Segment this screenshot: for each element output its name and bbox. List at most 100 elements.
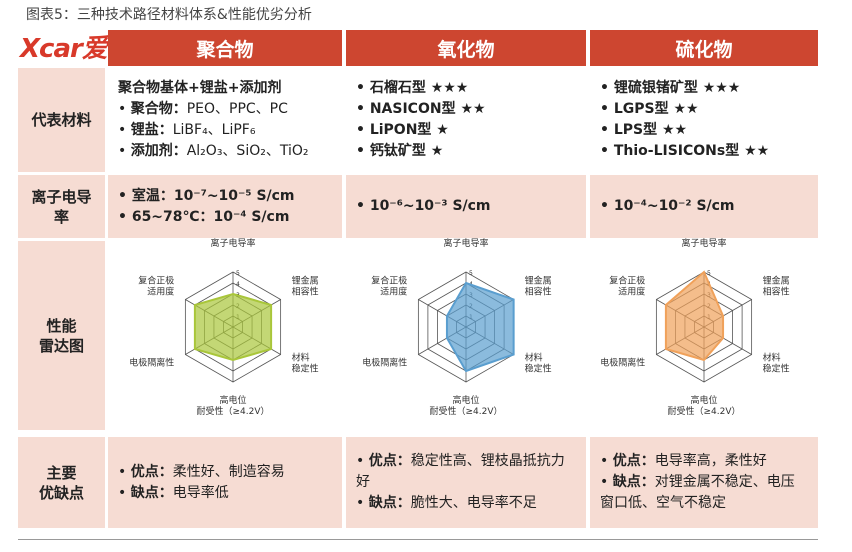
column-header-text: 硫化物 [675, 38, 733, 61]
item-text: 10⁻⁶~10⁻³ S/cm [369, 198, 491, 214]
item-key: 优点： [130, 463, 173, 480]
item-text: 柔性好、制造容易 [172, 463, 285, 480]
item-key: 锂盐： [130, 122, 173, 138]
item-text: 对锂金属不稳定、电压窗口低、空气不稳定 [600, 474, 795, 511]
radar-axis-label: 相容性 [525, 286, 552, 298]
radar-axis-label: 适用度 [618, 286, 645, 298]
item-text: 锂硫银锗矿型 ★★★ [613, 80, 741, 96]
item-key: 添加剂： [130, 143, 187, 159]
list-item: LPS型 ★★ [600, 120, 808, 141]
radar-axis-label: 相容性 [763, 286, 790, 298]
radar-axis-label: 材料 [763, 352, 781, 364]
item-key: 缺点： [368, 495, 411, 511]
radar-tick-label: 5 [707, 270, 711, 277]
item-text: 电导率高，柔性好 [654, 453, 767, 469]
radar-tick-label: 5 [469, 270, 473, 277]
radar-tick-label: 5 [236, 270, 240, 277]
radar-axis-label: 高电位 [452, 394, 479, 406]
radar-axis-label: 耐受性（≥4.2V） [667, 405, 740, 417]
item-key: 聚合物： [130, 101, 187, 117]
row-label-line: 主要 [46, 463, 77, 482]
radar-axis-label: 高电位 [690, 394, 717, 406]
radar-axis-label: 锂金属 [292, 275, 319, 287]
row-label-line: 性能 [46, 316, 77, 335]
item-text: Al₂O₃、SiO₂、TiO₂ [186, 143, 309, 159]
list-item: 优点：电导率高，柔性好 [600, 451, 808, 472]
radar-axis-label: 稳定性 [292, 363, 319, 375]
item-text: 稳定性高、锂枝晶抵抗力好 [356, 453, 565, 490]
row-label-line: 离子电导 [31, 187, 92, 206]
cell: 优点：柔性好、制造容易缺点：电导率低 [108, 437, 342, 528]
cell: 聚合物基体+锂盐+添加剂聚合物：PEO、PPC、PC锂盐：LiBF₄、LiPF₆… [108, 68, 342, 172]
item-text: 脆性大、电导率不足 [410, 495, 537, 511]
item-key: 优点： [612, 453, 655, 469]
item-text: LiPON型 ★ [369, 122, 449, 138]
item-key: 缺点： [612, 474, 655, 490]
column-header: 硫化物 [590, 30, 818, 66]
radar-axis-label: 电极隔离性 [362, 357, 407, 369]
radar-axis-label: 锂金属 [525, 275, 552, 287]
radar-axis-label: 耐受性（≥4.2V） [196, 405, 269, 417]
cell: 10⁻⁴~10⁻² S/cm [590, 175, 818, 238]
radar-axis-label: 材料 [525, 352, 543, 364]
list-item: 锂盐：LiBF₄、LiPF₆ [118, 120, 332, 141]
row-label-line: 代表材料 [31, 111, 92, 129]
radar-axis-label: 复合正极 [138, 275, 174, 287]
list-item: 添加剂：Al₂O₃、SiO₂、TiO₂ [118, 141, 332, 162]
rule [18, 539, 818, 540]
radar-axis-label: 稳定性 [525, 363, 552, 375]
radar-axis-label: 电极隔离性 [129, 357, 174, 369]
list-item: 65~78℃：10⁻⁴ S/cm [118, 207, 332, 228]
item-text: 65~78℃：10⁻⁴ S/cm [131, 208, 290, 225]
radar-axis-label: 相容性 [292, 286, 319, 298]
item-text: LiBF₄、LiPF₆ [172, 122, 256, 138]
item-text: 钙钛矿型 ★ [369, 143, 444, 159]
radar-axis-label: 复合正极 [371, 275, 407, 287]
list-item: 钙钛矿型 ★ [356, 141, 576, 162]
radar-area [445, 281, 515, 373]
cell: 室温：10⁻⁷~10⁻⁵ S/cm 65~78℃：10⁻⁴ S/cm [108, 175, 342, 238]
radar-axis-label: 适用度 [147, 286, 174, 298]
column-header-text: 氧化物 [437, 38, 495, 61]
item-text: PEO、PPC、PC [186, 101, 288, 117]
list-item: LiPON型 ★ [356, 120, 576, 141]
radar-axis-label: 稳定性 [763, 363, 790, 375]
list-item: NASICON型 ★★ [356, 99, 576, 120]
cell: 石榴石型 ★★★ NASICON型 ★★ LiPON型 ★ 钙钛矿型 ★ [346, 68, 586, 172]
list-item: Thio-LISICONs型 ★★ [600, 141, 808, 162]
row-label: 离子电导率 [18, 175, 105, 238]
row-label-line: 优缺点 [38, 483, 84, 502]
list-item: 锂硫银锗矿型 ★★★ [600, 78, 808, 99]
item-key: 优点： [368, 453, 411, 469]
radar-axis-label: 高电位 [219, 394, 246, 406]
item-text: LGPS型 ★★ [613, 101, 699, 117]
cell: 锂硫银锗矿型 ★★★ LGPS型 ★★ LPS型 ★★ Thio-LISICONs型 … [590, 68, 818, 172]
row-label-line: 雷达图 [38, 336, 84, 355]
radar-area [193, 292, 273, 362]
list-item: 优点：柔性好、制造容易 [118, 462, 332, 483]
radar-axis-label: 离子电导率 [210, 237, 255, 249]
column-header: 氧化物 [346, 30, 586, 66]
radar-axis-label: 锂金属 [763, 275, 790, 287]
radar-axis-label: 适用度 [380, 286, 407, 298]
figure-title: 图表5：三种技术路径材料体系&性能优劣分析 [26, 7, 312, 23]
row-label: 性能 雷达图 [18, 241, 105, 430]
row-label-line: 率 [53, 207, 69, 226]
item-text: 室温：10⁻⁷~10⁻⁵ S/cm [131, 187, 295, 204]
list-item: 聚合物：PEO、PPC、PC [118, 99, 332, 120]
cell-heading: 聚合物基体+锂盐+添加剂 [118, 80, 282, 96]
item-text: 石榴石型 ★★★ [369, 80, 469, 96]
radar-tick-label: 4 [236, 281, 240, 288]
cell: 10⁻⁶~10⁻³ S/cm [346, 175, 586, 238]
item-text: LPS型 ★★ [613, 122, 688, 138]
row-label: 主要 优缺点 [18, 437, 105, 528]
column-header: 聚合物 [108, 30, 342, 66]
list-item: 缺点：对锂金属不稳定、电压窗口低、空气不稳定 [600, 472, 808, 514]
radar-area [664, 270, 725, 362]
list-item: LGPS型 ★★ [600, 99, 808, 120]
list-item: 室温：10⁻⁷~10⁻⁵ S/cm [118, 186, 332, 207]
item-text: NASICON型 ★★ [369, 101, 486, 117]
row-label: 代表材料 [18, 68, 105, 172]
item-key: 缺点： [130, 484, 173, 501]
